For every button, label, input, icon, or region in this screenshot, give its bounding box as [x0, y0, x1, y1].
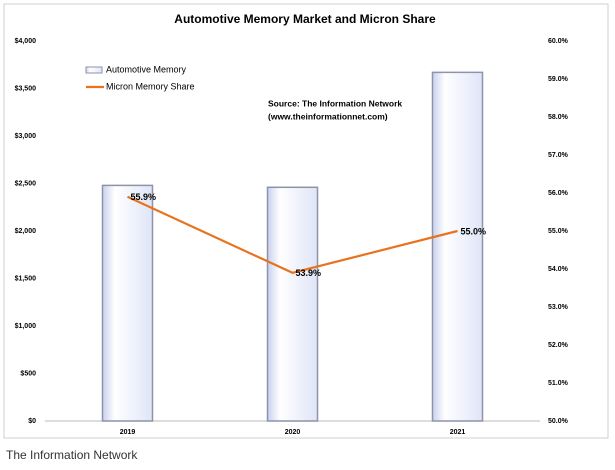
caption: The Information Network [6, 448, 138, 462]
y2-tick-label: 59.0% [548, 76, 569, 83]
y2-tick-label: 54.0% [548, 266, 569, 273]
y-tick-label: $3,000 [15, 133, 37, 140]
y-tick-label: $2,000 [15, 228, 37, 235]
annotation: Source: The Information Network [268, 98, 402, 108]
y2-tick-label: 50.0% [548, 418, 569, 425]
x-tick-label: 2021 [450, 429, 466, 436]
y-tick-label: $500 [20, 370, 36, 377]
bar [101, 184, 154, 422]
legend-swatch [85, 66, 103, 74]
line [127, 195, 458, 274]
y2-tick-label: 53.0% [548, 304, 569, 311]
bar [431, 71, 484, 422]
y2-tick-label: 57.0% [548, 152, 569, 159]
y-tick-label: $3,500 [15, 85, 37, 92]
x-tick-label: 2020 [285, 429, 301, 436]
y-tick-label: $4,000 [15, 38, 37, 45]
data-label: 55.9% [131, 192, 157, 202]
y2-tick-label: 55.0% [548, 228, 569, 235]
chart: Automotive Memory Market and Micron Shar… [3, 3, 609, 439]
legend-label: Micron Memory Share [106, 81, 195, 91]
y-tick-label: $1,500 [15, 275, 37, 282]
y2-tick-label: 52.0% [548, 342, 569, 349]
chart-title: Automotive Memory Market and Micron Shar… [174, 12, 436, 26]
data-label: 55.0% [461, 226, 487, 236]
y2-tick-label: 58.0% [548, 114, 569, 121]
annotation: (www.theinformationnet.com) [268, 111, 388, 121]
legend-label: Automotive Memory [106, 64, 187, 74]
y-tick-label: $1,000 [15, 323, 37, 330]
bar [266, 186, 319, 422]
data-label: 53.9% [296, 268, 322, 278]
x-tick-label: 2019 [120, 429, 136, 436]
y-tick-label: $2,500 [15, 180, 37, 187]
y-tick-label: $0 [28, 418, 36, 425]
y2-tick-label: 56.0% [548, 190, 569, 197]
y2-tick-label: 60.0% [548, 38, 569, 45]
y2-tick-label: 51.0% [548, 380, 569, 387]
